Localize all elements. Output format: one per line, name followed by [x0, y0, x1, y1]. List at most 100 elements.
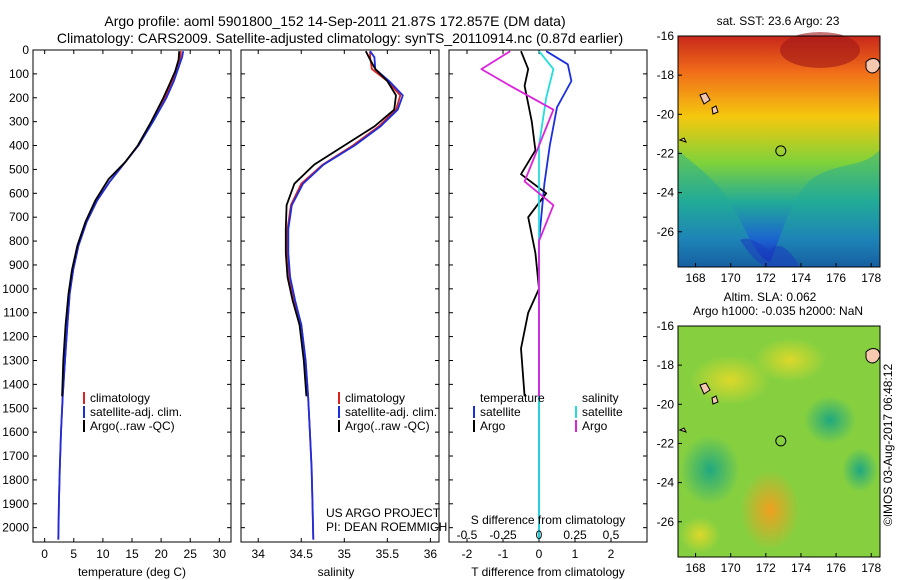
- sst-cool-tongue: [678, 150, 880, 267]
- credit-line2: PI: DEAN ROEMMICH: [326, 520, 447, 534]
- map-y-tick-label: -16: [657, 319, 675, 333]
- sla-low-anomaly-3: [842, 448, 878, 492]
- y-tick-label: 1900: [2, 497, 29, 511]
- map-x-tick-label: 178: [861, 271, 881, 285]
- x-tick-label: 5: [70, 547, 77, 561]
- map-x-tick-label: 168: [686, 561, 706, 575]
- y-tick-label: 900: [9, 258, 29, 272]
- series-climatology: [57, 51, 182, 540]
- sla-high-anomaly: [740, 470, 800, 550]
- axis-ticks: 0 5 10 15 20 25 300100200300400500600700800900…: [2, 43, 647, 561]
- y-tick-label: 1200: [2, 330, 29, 344]
- y-tick-label: 1000: [2, 282, 29, 296]
- x-tick-label: 36: [424, 547, 438, 561]
- title-line1: Argo profile: aoml 5901800_152 14-Sep-20…: [104, 13, 565, 29]
- y-tick-label: 700: [9, 210, 29, 224]
- x-tick-label: 2: [608, 547, 615, 561]
- x-tick-label: 34.5: [290, 547, 314, 561]
- s-diff-tick-label: -0.5: [457, 528, 478, 542]
- island-vanuatu-2: [711, 395, 719, 405]
- x-tick-label: -1: [498, 547, 509, 561]
- sst-map: [677, 32, 881, 268]
- sla-title-1: Altim. SLA: 0.062: [724, 290, 817, 304]
- t-diff-xlabel: T difference from climatology: [471, 565, 625, 579]
- sst-warm-patch: [780, 32, 860, 68]
- temperature-lines: [57, 51, 185, 540]
- y-tick-label: 1400: [2, 377, 29, 391]
- series-temperature-satellite: [538, 50, 573, 540]
- map-x-tick-label: 172: [756, 271, 776, 285]
- sst-frame: [677, 35, 881, 268]
- series-argo: [284, 50, 397, 397]
- map-x-tick-label: 178: [861, 561, 881, 575]
- x-tick-label: 34: [252, 547, 266, 561]
- map-y-tick-label: -20: [657, 397, 675, 411]
- legend-climatology: climatology: [345, 391, 405, 405]
- sst-cold-patch: [740, 238, 800, 267]
- map-x-tick-label: 170: [721, 561, 741, 575]
- argo-position-marker: [775, 435, 787, 447]
- sla-mid-anomaly-2: [754, 338, 826, 382]
- y-tick-label: 1500: [2, 401, 29, 415]
- map-y-tick-label: -24: [657, 476, 675, 490]
- salinity-lines: [284, 50, 404, 540]
- map-y-tick-label: -22: [657, 146, 675, 160]
- difference-axes: [448, 49, 648, 543]
- map-ticks: 168 170 172 174 176 178 -16 -18 -20 -22 -24 -26 168 1…: [657, 29, 882, 575]
- map-y-tick-label: -22: [657, 436, 675, 450]
- series-argo: [61, 51, 181, 397]
- y-tick-label: 1600: [2, 425, 29, 439]
- map-x-tick-label: 170: [721, 271, 741, 285]
- map-y-tick-label: -26: [657, 515, 675, 529]
- map-x-tick-label: 168: [686, 271, 706, 285]
- x-tick-label: 30: [213, 547, 227, 561]
- y-tick-label: 1800: [2, 473, 29, 487]
- s-diff-tick-label: 0.25: [563, 528, 587, 542]
- temperature-xlabel: temperature (deg C): [78, 565, 186, 579]
- x-tick-label: 10: [96, 547, 110, 561]
- map-x-tick-label: 174: [791, 561, 811, 575]
- map-x-tick-label: 172: [756, 561, 776, 575]
- series-satellite: [287, 50, 404, 540]
- map-y-tick-label: -18: [657, 68, 675, 82]
- legend-t-satellite: satellite: [480, 405, 521, 419]
- y-tick-label: 1300: [2, 353, 29, 367]
- y-tick-label: 2000: [2, 521, 29, 535]
- map-x-tick-label: 174: [791, 271, 811, 285]
- sst-map-title: sat. SST: 23.6 Argo: 23: [717, 14, 840, 28]
- y-tick-label: 200: [9, 91, 29, 105]
- y-tick-label: 800: [9, 234, 29, 248]
- s-diff-ticks: -0.5 -0.25 0 0.25 0.5: [457, 528, 620, 542]
- series-salinity-satellite: [538, 50, 555, 540]
- sla-frame: [677, 325, 881, 558]
- island-small: [678, 137, 687, 143]
- legend-climatology: climatology: [90, 391, 150, 405]
- series-satellite: [57, 51, 185, 540]
- y-tick-label: 300: [9, 115, 29, 129]
- x-tick-label: 0: [41, 547, 48, 561]
- island-vanuatu-2: [711, 105, 719, 115]
- s-diff-tick-label: 0: [536, 528, 543, 542]
- temperature-legend: climatology satellite-adj. clim. Argo(..…: [83, 391, 182, 433]
- y-tick-label: 1100: [3, 306, 29, 320]
- legend-temperature-header: temperature: [480, 391, 545, 405]
- x-tick-label: -2: [462, 547, 473, 561]
- y-tick-label: 400: [9, 139, 29, 153]
- salinity-xlabel: salinity: [318, 565, 355, 579]
- y-tick-label: 500: [9, 162, 29, 176]
- legend-satellite: satellite-adj. clim.: [345, 405, 437, 419]
- sst-field: [678, 36, 880, 267]
- x-tick-label: 25: [184, 547, 198, 561]
- map-y-tick-label: -26: [657, 225, 675, 239]
- x-tick-label: 15: [125, 547, 139, 561]
- legend-argo: Argo(..raw -QC): [90, 419, 175, 433]
- difference-lines: [480, 50, 573, 540]
- map-x-tick-label: 176: [826, 271, 846, 285]
- legend-t-argo: Argo: [480, 419, 506, 433]
- legend-s-argo: Argo: [582, 419, 608, 433]
- y-tick-label: 100: [9, 67, 29, 81]
- s-diff-tick-label: 0.5: [603, 528, 620, 542]
- legend-satellite: satellite-adj. clim.: [90, 405, 182, 419]
- s-diff-label: S difference from climatology: [471, 513, 626, 527]
